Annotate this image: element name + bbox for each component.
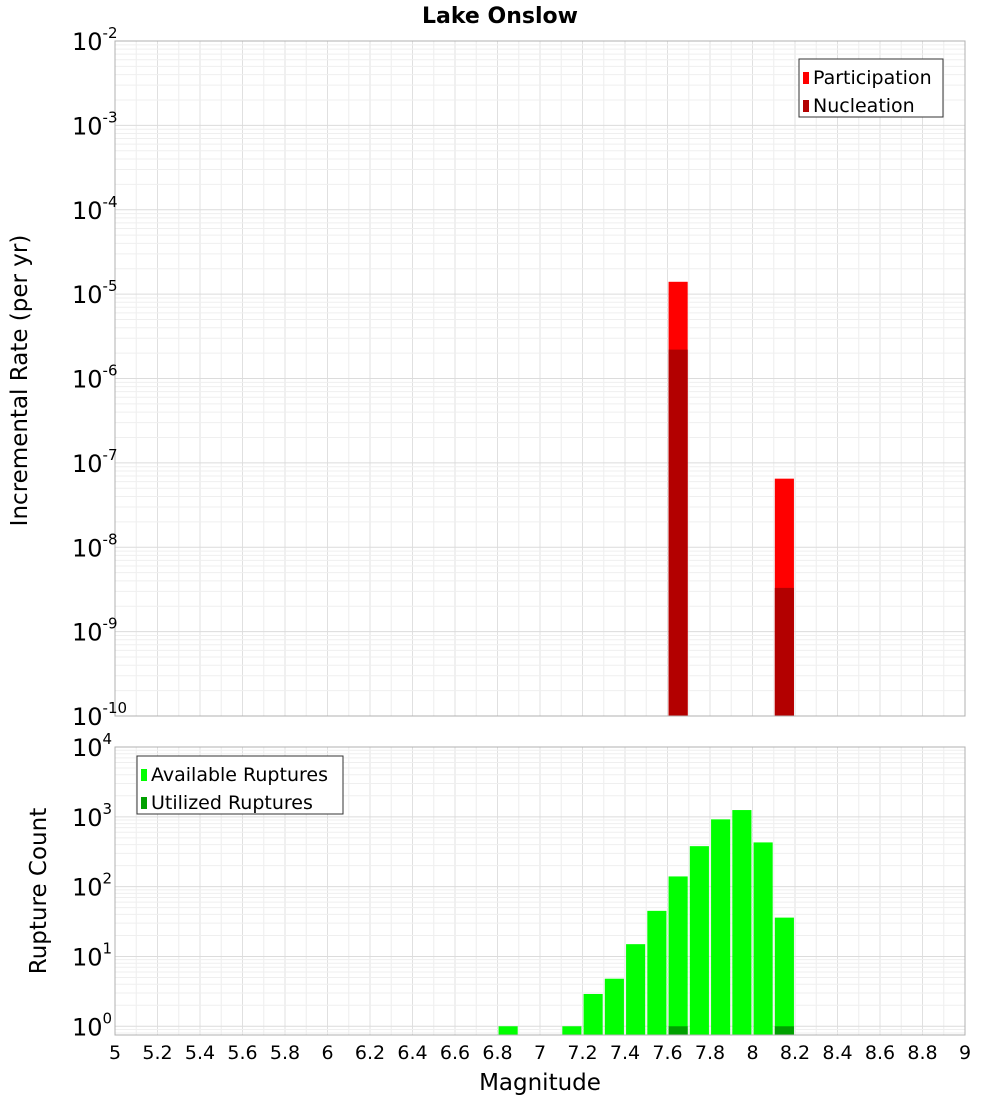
x-tick-label: 6.8 (482, 1042, 512, 1064)
top-y-tick-label: 10-9 (72, 615, 118, 647)
x-tick-label: 6.2 (355, 1042, 385, 1064)
bottom-legend-label: Available Ruptures (151, 764, 328, 786)
bottom-bar-available-ruptures (647, 910, 667, 1035)
bottom-y-tick-label: 101 (72, 939, 112, 971)
top-y-tick-exponent: -3 (103, 108, 118, 126)
x-tick-label: 7.6 (652, 1042, 682, 1064)
top-y-tick-base: 10 (72, 197, 103, 225)
top-y-tick-base: 10 (72, 281, 103, 309)
bottom-y-tick-exponent: 3 (103, 800, 113, 818)
x-tick-label: 7.4 (610, 1042, 640, 1064)
x-tick-label: 8.2 (780, 1042, 810, 1064)
chart-title: Lake Onslow (422, 4, 578, 29)
top-y-tick-base: 10 (72, 619, 103, 647)
x-tick-label: 7 (534, 1042, 546, 1064)
x-tick-label: 8.6 (865, 1042, 895, 1064)
bottom-y-tick-exponent: 4 (103, 730, 113, 748)
x-tick-label: 5.8 (270, 1042, 300, 1064)
bottom-bar-available-ruptures (753, 842, 773, 1035)
top-y-tick-label: 10-10 (72, 699, 127, 731)
bottom-bar-available-ruptures (732, 810, 752, 1035)
bottom-y-tick-exponent: 2 (103, 870, 113, 888)
top-y-tick-label: 10-6 (72, 362, 118, 394)
top-y-tick-exponent: -2 (103, 24, 118, 42)
top-y-tick-exponent: -5 (103, 277, 118, 295)
top-legend-label: Nucleation (813, 95, 915, 117)
x-tick-label: 5.2 (142, 1042, 172, 1064)
bottom-bar-available-ruptures (583, 993, 603, 1035)
x-axis-label: Magnitude (479, 1070, 601, 1096)
bottom-y-tick-base: 10 (72, 1013, 103, 1041)
x-tick-label: 8.8 (907, 1042, 937, 1064)
bottom-y-tick-base: 10 (72, 734, 103, 762)
bottom-y-tick-label: 100 (72, 1009, 112, 1041)
top-y-tick-exponent: -7 (103, 446, 118, 464)
top-y-tick-label: 10-7 (72, 446, 118, 478)
bottom-y-tick-base: 10 (72, 804, 103, 832)
x-tick-label: 5.6 (227, 1042, 257, 1064)
top-y-tick-exponent: -9 (103, 615, 118, 633)
top-y-tick-exponent: -4 (103, 193, 118, 211)
top-legend-box (798, 58, 944, 118)
top-y-tick-base: 10 (72, 703, 103, 731)
x-tick-label: 6.6 (440, 1042, 470, 1064)
bottom-bar-available-ruptures (774, 917, 794, 1035)
top-y-tick-base: 10 (72, 28, 103, 56)
x-tick-label: 6.4 (397, 1042, 427, 1064)
bottom-bar-available-ruptures (498, 1026, 518, 1035)
top-y-tick-base: 10 (72, 112, 103, 140)
bottom-bar-available-ruptures (689, 846, 709, 1035)
top-bar-nucleation (774, 587, 794, 716)
top-y-tick-label: 10-2 (72, 24, 118, 56)
bottom-y-tick-label: 103 (72, 800, 112, 832)
bottom-y-tick-label: 104 (72, 730, 112, 762)
top-plot-border (114, 40, 966, 717)
top-y-tick-base: 10 (72, 534, 103, 562)
bottom-legend-box (136, 755, 344, 815)
top-y-tick-exponent: -6 (103, 362, 118, 380)
x-tick-label: 5.4 (185, 1042, 215, 1064)
bottom-y-axis-label: Rupture Count (26, 808, 52, 974)
bottom-plot-border (114, 746, 966, 1036)
top-legend-swatch (803, 100, 809, 112)
top-y-tick-label: 10-3 (72, 108, 118, 140)
x-tick-label: 7.2 (567, 1042, 597, 1064)
bottom-y-tick-label: 102 (72, 870, 112, 902)
x-tick-label: 8 (746, 1042, 758, 1064)
top-y-tick-exponent: -8 (103, 530, 118, 548)
top-legend-label: Participation (813, 67, 932, 89)
bottom-y-tick-exponent: 0 (103, 1009, 113, 1027)
bottom-legend-swatch (141, 769, 147, 781)
bottom-bar-utilized-ruptures (774, 1026, 794, 1035)
bottom-bar-available-ruptures (604, 978, 624, 1035)
bottom-bar-available-ruptures (562, 1026, 582, 1035)
top-y-tick-base: 10 (72, 366, 103, 394)
top-y-tick-label: 10-4 (72, 193, 118, 225)
top-bar-nucleation (668, 349, 688, 716)
bottom-y-tick-base: 10 (72, 943, 103, 971)
top-legend-swatch (803, 72, 809, 84)
x-tick-label: 6 (321, 1042, 333, 1064)
bottom-bar-utilized-ruptures (668, 1026, 688, 1035)
bottom-y-tick-base: 10 (72, 874, 103, 902)
top-y-tick-exponent: -10 (103, 699, 128, 717)
top-y-tick-label: 10-5 (72, 277, 118, 309)
top-y-axis-label: Incremental Rate (per yr) (7, 235, 33, 527)
x-tick-label: 8.4 (822, 1042, 852, 1064)
bottom-y-tick-exponent: 1 (103, 939, 113, 957)
bottom-bar-available-ruptures (668, 876, 688, 1035)
x-tick-label: 5 (109, 1042, 121, 1064)
top-y-tick-base: 10 (72, 450, 103, 478)
bottom-legend-swatch (141, 797, 147, 809)
x-tick-label: 9 (959, 1042, 971, 1064)
x-tick-label: 7.8 (695, 1042, 725, 1064)
bottom-legend-label: Utilized Ruptures (151, 792, 313, 814)
bottom-bar-available-ruptures (711, 819, 731, 1035)
top-y-tick-label: 10-8 (72, 530, 118, 562)
bottom-bar-available-ruptures (626, 944, 646, 1035)
